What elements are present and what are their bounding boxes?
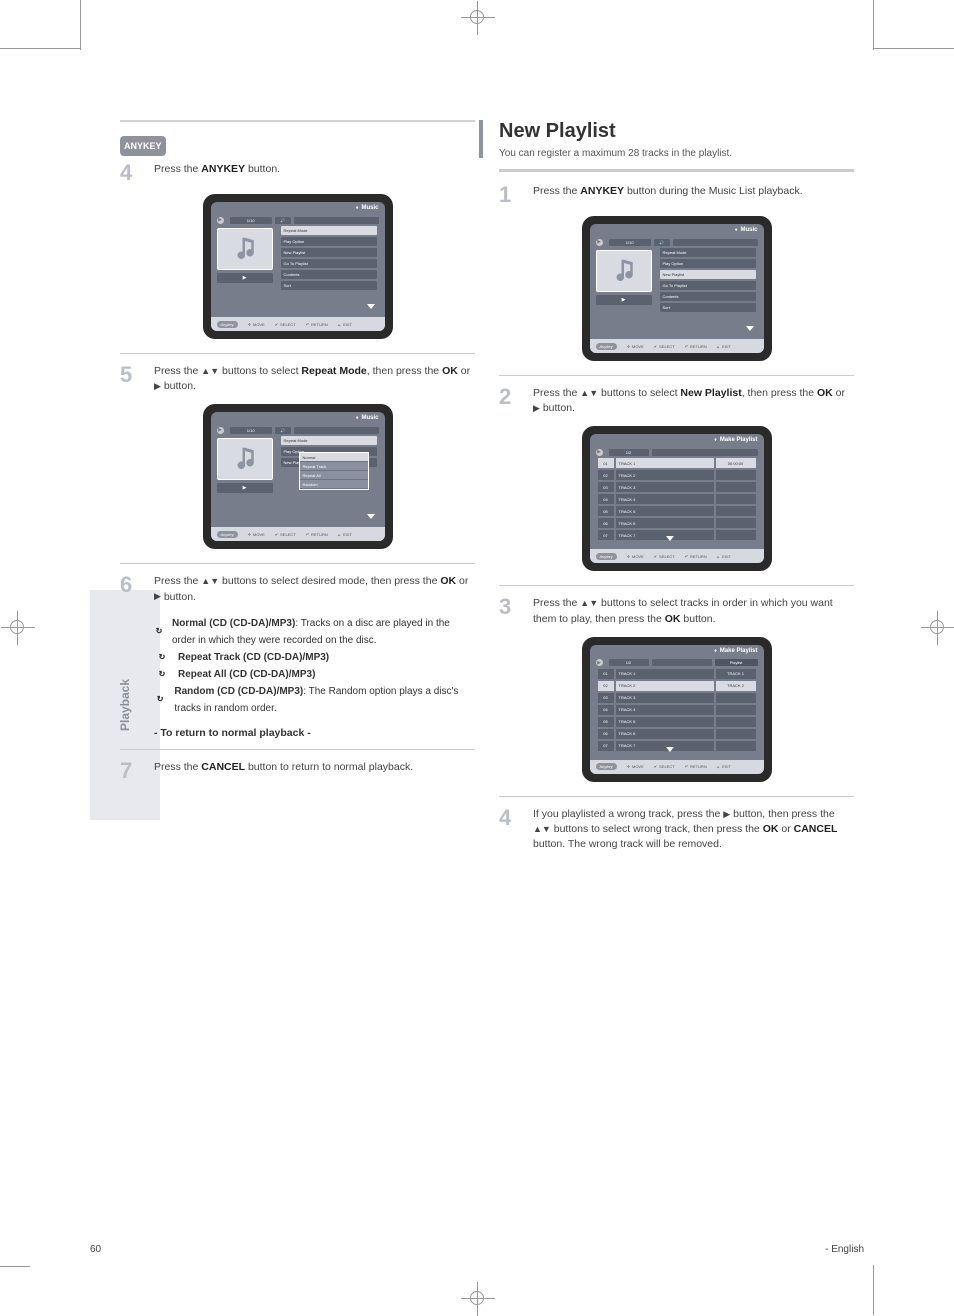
step-text: Press the ANYKEY button. [154,162,280,184]
r-step-1: 1 Press the ANYKEY button during the Mus… [499,184,854,206]
right-column: New Playlist You can register a maximum … [499,120,854,863]
play-indicator: ▶ [217,273,273,283]
section-heading: New Playlist [499,120,854,143]
playlist: 01TRACK 100:00:00 02TRACK 2 03TRACK 3 04… [598,458,756,542]
r-tv-3: Make Playlist ▶ 1/2 Playlist 01TRACK 1TR… [582,637,772,782]
r-step-2: 2 Press the ▲▼ buttons to select New Pla… [499,386,854,416]
divider [120,353,475,354]
r-tv-1: Music ▶ 1/10 🔊 ▶ Repeat Mode Play Option… [582,216,772,361]
footnote-heading: - To return to normal playback - [154,727,475,739]
registration-mark [470,10,484,24]
tv-screenshot-2: Music ▶ 1/10 🔊 ▶ Repeat Mode Play Option… [203,404,393,549]
step-6: 6 Press the ▲▼ buttons to select desired… [120,574,475,604]
page-number: 60 [90,1244,101,1255]
registration-mark [10,620,24,634]
r-tv-2: Make Playlist ▶ 1/2 01TRACK 100:00:00 02… [582,426,772,571]
step-number: 4 [120,162,144,184]
tv-screenshot-1: Music ▶ 1/10 🔊 ▶ Repeat Mode Play Option [203,194,393,339]
r-step-4: 4 If you playlisted a wrong track, press… [499,807,854,853]
crop-mark [873,0,874,50]
crop-mark [0,1266,30,1267]
left-column: ANYKEY 4 Press the ANYKEY button. Music … [120,120,475,792]
crop-mark [873,1265,874,1315]
repeat-mode-list: ↻Normal (CD (CD-DA)/MP3): Tracks on a di… [154,615,475,717]
crop-mark [874,48,954,49]
rule [120,120,475,122]
popup-menu: Repeat Mode Play Option New Playlist Go … [281,226,377,292]
registration-mark [470,1291,484,1305]
anykey-badge: ANYKEY [120,136,166,156]
crop-mark [80,0,81,50]
music-thumb-icon [217,228,273,270]
step-7: 7 Press the CANCEL button to return to n… [120,760,475,782]
footer-right: - English [825,1244,864,1255]
r-step-3: 3 Press the ▲▼ buttons to select tracks … [499,596,854,626]
crop-mark [0,48,80,49]
step-4: 4 Press the ANYKEY button. [120,162,475,184]
page: Playback ANYKEY 4 Press the ANYKEY butto… [90,90,864,1225]
section-sub: You can register a maximum 28 tracks in … [499,147,854,161]
heading-bar [479,120,483,158]
page-footer: 60 - English [90,1244,864,1255]
step-5: 5 Press the ▲▼ buttons to select Repeat … [120,364,475,394]
tv-footer: Anykey ✢ MOVE ✔ SELECT ↶ RETURN ⦵ EXIT [211,317,385,331]
registration-mark [930,620,944,634]
submenu: Normal Repeat Track Repeat All Random [299,452,369,490]
